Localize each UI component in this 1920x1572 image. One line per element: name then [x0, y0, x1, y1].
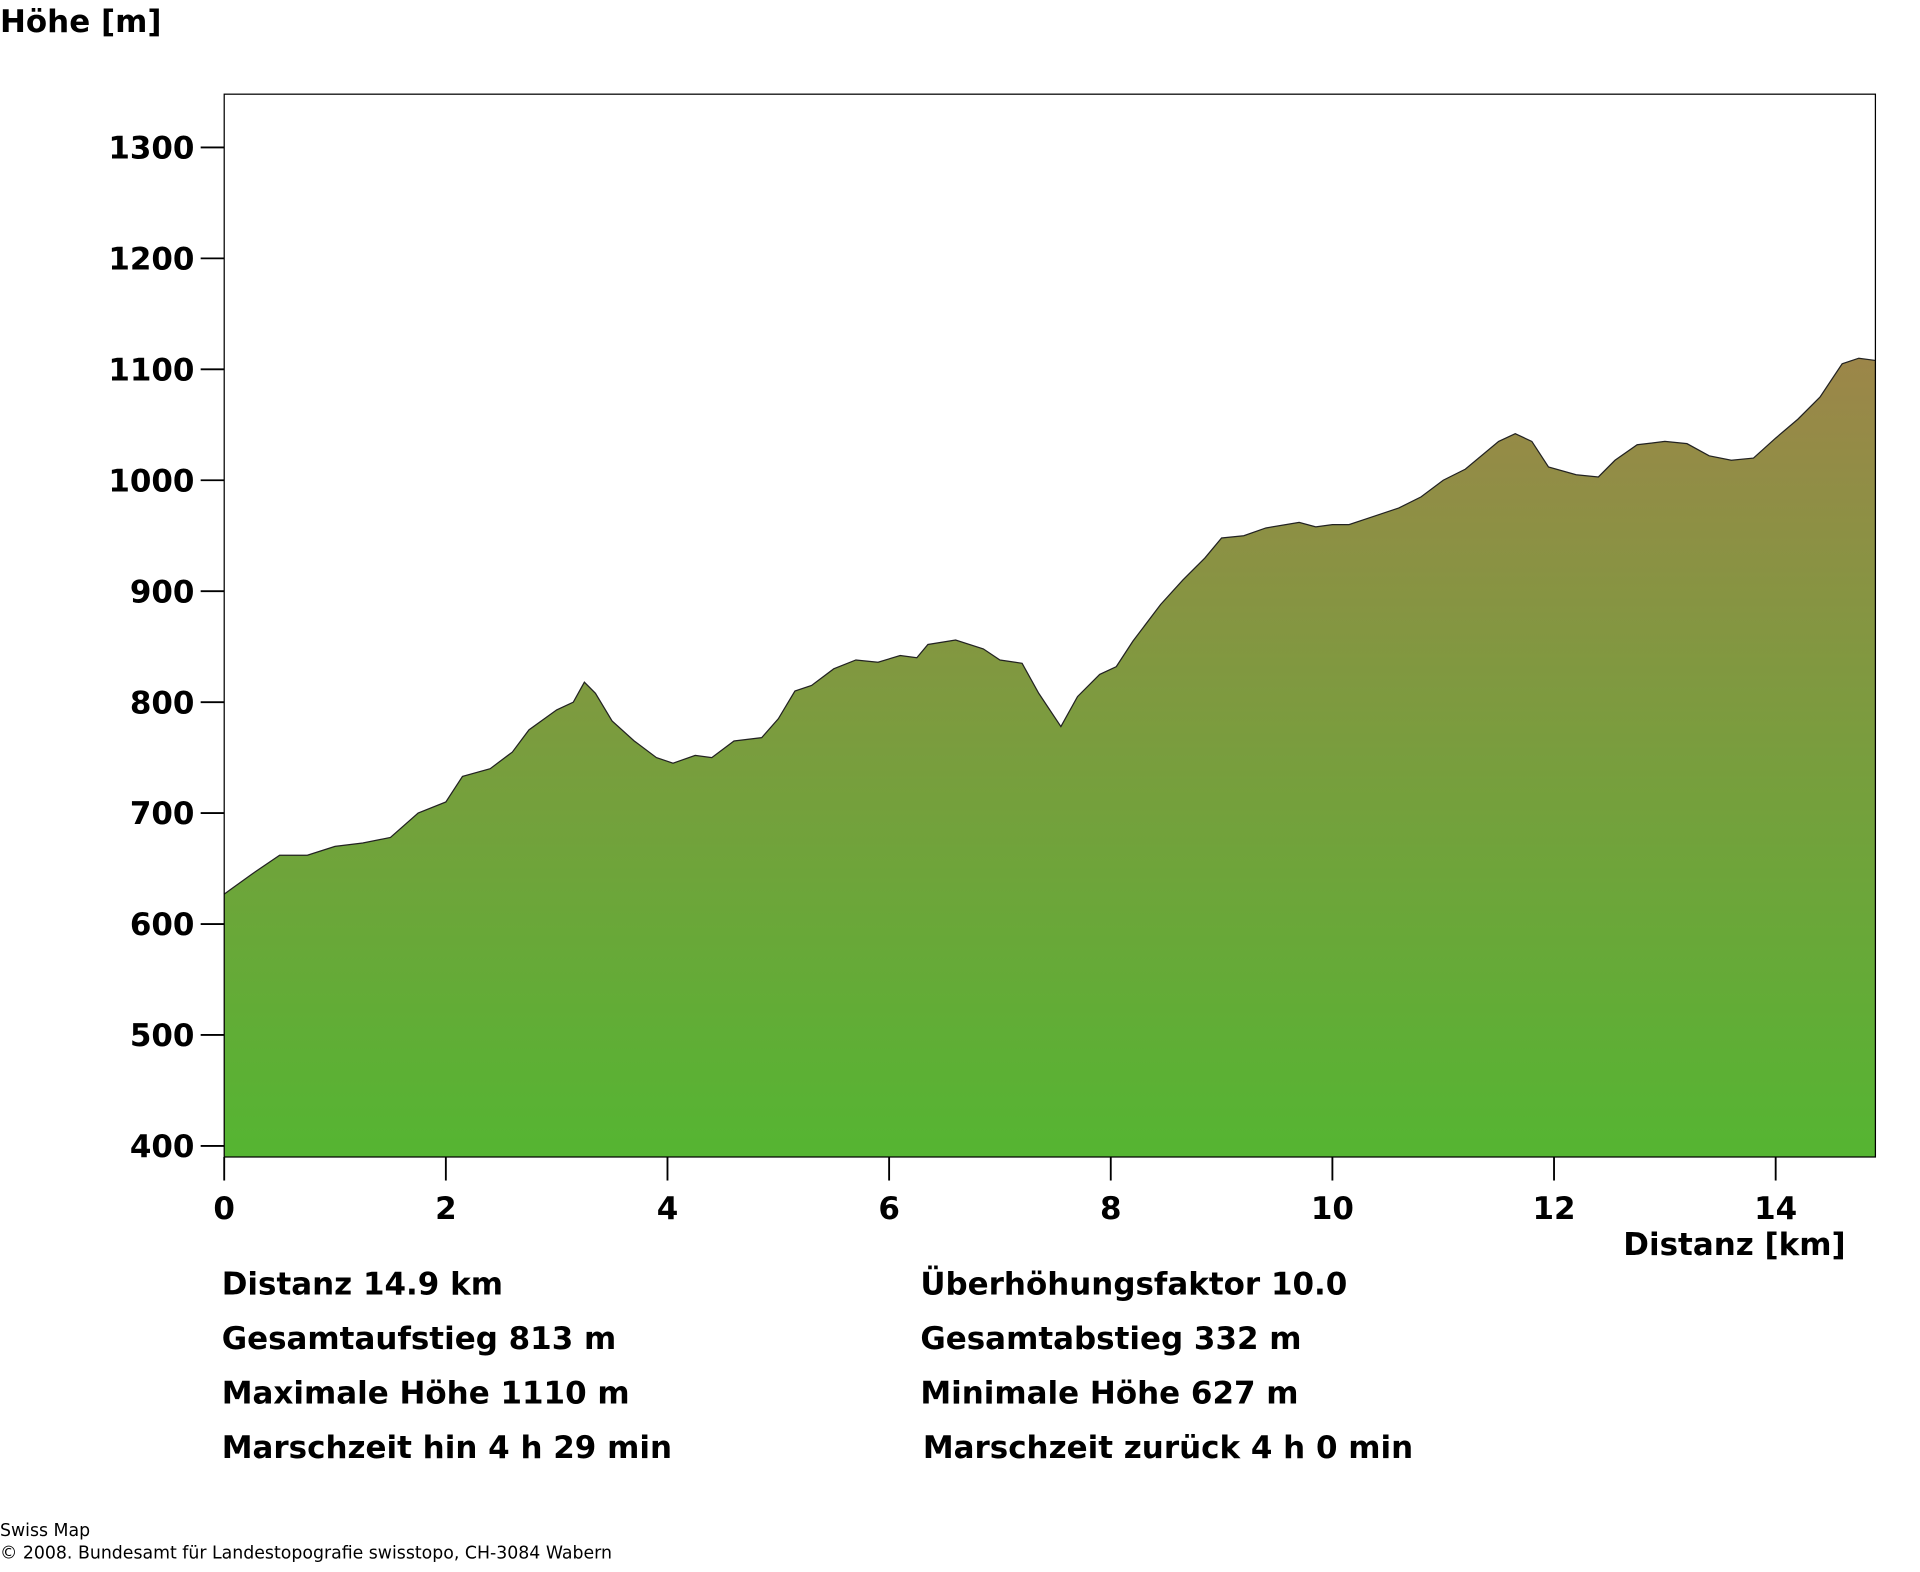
stat-right: Marschzeit zurück 4 h 0 min [923, 1430, 1413, 1466]
y-tick-label: 1300 [108, 131, 194, 167]
x-tick-label: 14 [1754, 1191, 1797, 1227]
plot-frame [223, 93, 1877, 1158]
x-axis-label: Distanz [km] [1623, 1227, 1845, 1263]
stat-left: Distanz 14.9 km [222, 1266, 503, 1302]
y-tick-label: 700 [130, 796, 195, 832]
profile-line [223, 357, 1876, 895]
y-tick-label: 400 [130, 1129, 195, 1165]
x-tick-label: 8 [1100, 1191, 1122, 1227]
x-tick-label: 0 [213, 1191, 235, 1227]
y-tick-label: 1100 [108, 352, 194, 388]
x-tick-label: 6 [878, 1191, 900, 1227]
y-tick-label: 600 [130, 907, 195, 943]
footer-text: © 2008. Bundesamt für Landestopografie s… [0, 1543, 612, 1563]
stat-left: Gesamtaufstieg 813 m [222, 1321, 617, 1357]
stat-right: Minimale Höhe 627 m [920, 1375, 1298, 1411]
x-tick-label: 10 [1311, 1191, 1354, 1227]
stat-left: Marschzeit hin 4 h 29 min [222, 1430, 672, 1466]
y-axis-label: Höhe [m] [0, 4, 162, 40]
x-tick-label: 4 [657, 1191, 679, 1227]
stat-left: Maximale Höhe 1110 m [222, 1375, 630, 1411]
stat-right: Gesamtabstieg 332 m [920, 1321, 1301, 1357]
x-tick-label: 12 [1532, 1191, 1575, 1227]
area-fill [224, 358, 1876, 1157]
x-tick-label: 2 [435, 1191, 457, 1227]
stat-right: Überhöhungsfaktor 10.0 [920, 1265, 1347, 1302]
y-tick-label: 500 [130, 1018, 195, 1054]
y-tick-label: 1000 [108, 463, 194, 499]
y-tick-label: 1200 [108, 242, 194, 278]
y-tick-label: 800 [130, 685, 195, 721]
footer-text: Swiss Map [0, 1521, 90, 1541]
y-tick-label: 900 [130, 574, 195, 610]
